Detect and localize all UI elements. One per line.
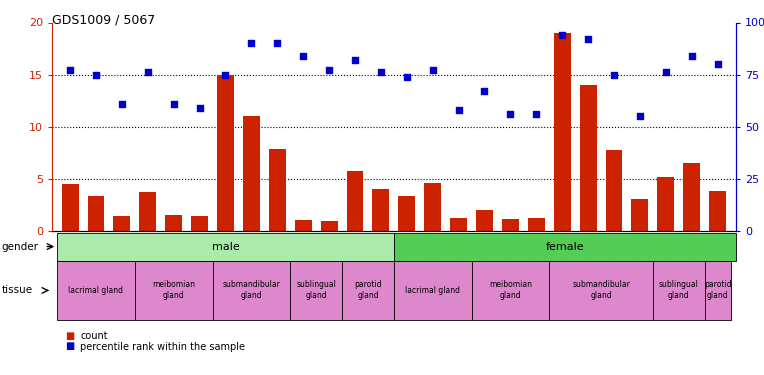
Bar: [398, 196, 415, 231]
Text: sublingual
gland: sublingual gland: [659, 280, 699, 300]
Text: meibomian
gland: meibomian gland: [152, 280, 195, 300]
Bar: [502, 219, 519, 231]
Point: [530, 111, 542, 117]
Text: percentile rank within the sample: percentile rank within the sample: [80, 342, 245, 351]
Text: tissue: tissue: [2, 285, 33, 296]
Text: GDS1009 / 5067: GDS1009 / 5067: [52, 13, 155, 26]
Point: [556, 32, 568, 38]
Point: [349, 57, 361, 63]
Point: [193, 105, 206, 111]
Bar: [704, 261, 730, 320]
Bar: [114, 216, 131, 231]
Bar: [139, 192, 156, 231]
Bar: [290, 261, 342, 320]
Bar: [554, 33, 571, 231]
Bar: [342, 261, 394, 320]
Text: parotid
gland: parotid gland: [354, 280, 382, 300]
Point: [634, 113, 646, 119]
Text: sublingual
gland: sublingual gland: [296, 280, 336, 300]
Point: [452, 107, 465, 113]
Bar: [471, 261, 549, 320]
Text: ■: ■: [65, 342, 74, 351]
Point: [297, 53, 309, 59]
Point: [141, 69, 154, 75]
Bar: [347, 171, 364, 231]
Point: [167, 100, 180, 106]
Point: [504, 111, 516, 117]
Bar: [683, 163, 700, 231]
Bar: [134, 261, 212, 320]
Point: [116, 100, 128, 106]
Bar: [424, 183, 441, 231]
Point: [685, 53, 698, 59]
Point: [608, 72, 620, 78]
Point: [711, 61, 724, 67]
Bar: [321, 221, 338, 231]
Point: [64, 68, 76, 74]
Bar: [62, 184, 79, 231]
Bar: [394, 232, 736, 261]
Bar: [165, 215, 182, 231]
Bar: [394, 261, 471, 320]
Text: submandibular
gland: submandibular gland: [222, 280, 280, 300]
Point: [659, 69, 672, 75]
Bar: [528, 218, 545, 231]
Point: [582, 36, 594, 42]
Text: male: male: [212, 242, 239, 252]
Point: [219, 72, 231, 78]
Text: count: count: [80, 332, 108, 341]
Bar: [212, 261, 290, 320]
Bar: [450, 218, 467, 231]
Bar: [269, 150, 286, 231]
Bar: [549, 261, 653, 320]
Bar: [476, 210, 493, 231]
Bar: [653, 261, 704, 320]
Bar: [57, 261, 134, 320]
Text: female: female: [545, 242, 584, 252]
Bar: [217, 75, 234, 231]
Bar: [373, 189, 390, 231]
Bar: [57, 232, 394, 261]
Bar: [632, 200, 649, 231]
Bar: [295, 220, 312, 231]
Text: ■: ■: [65, 332, 74, 341]
Text: lacrimal gland: lacrimal gland: [405, 286, 460, 295]
Bar: [657, 177, 674, 231]
Point: [323, 68, 335, 74]
Point: [400, 74, 413, 80]
Text: lacrimal gland: lacrimal gland: [69, 286, 124, 295]
Bar: [606, 150, 623, 231]
Bar: [88, 196, 105, 231]
Bar: [709, 191, 726, 231]
Text: gender: gender: [2, 242, 38, 252]
Bar: [191, 216, 208, 231]
Bar: [243, 116, 260, 231]
Text: meibomian
gland: meibomian gland: [489, 280, 532, 300]
Point: [271, 40, 283, 46]
Text: parotid
gland: parotid gland: [704, 280, 731, 300]
Bar: [580, 85, 597, 231]
Point: [245, 40, 257, 46]
Point: [478, 88, 490, 94]
Point: [90, 72, 102, 78]
Text: submandibular
gland: submandibular gland: [572, 280, 630, 300]
Point: [375, 69, 387, 75]
Point: [426, 68, 439, 74]
